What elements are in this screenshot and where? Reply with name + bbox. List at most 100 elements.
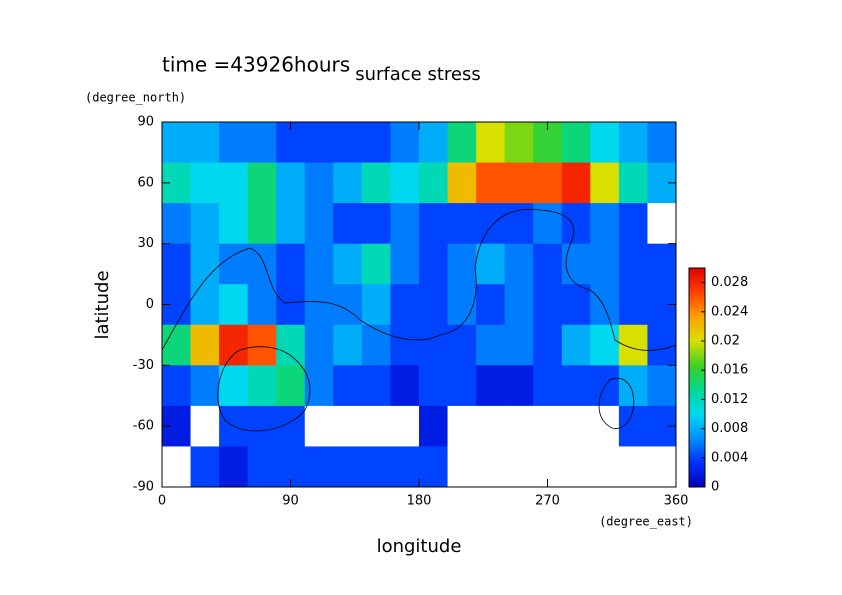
- field-cell: [276, 365, 306, 407]
- colorbar-slice: [689, 331, 705, 333]
- colorbar-slice: [689, 283, 705, 285]
- y-axis-label: latitude: [92, 270, 113, 339]
- field-cell: [247, 203, 277, 245]
- field-cell: [361, 203, 391, 245]
- field-cell: [333, 162, 363, 204]
- field-cell: [162, 203, 192, 245]
- colorbar-slice: [689, 272, 705, 274]
- colorbar-slice: [689, 429, 705, 431]
- field-cell: [304, 324, 334, 366]
- x-tick-label: 90: [282, 494, 299, 509]
- colorbar-slice: [689, 363, 705, 365]
- field-cell: [304, 203, 334, 245]
- colorbar-slice: [689, 467, 705, 469]
- colorbar-slice: [689, 367, 705, 369]
- field-cell: [419, 405, 449, 447]
- colorbar-slice: [689, 295, 705, 297]
- field-cell: [247, 243, 277, 285]
- field-cell: [276, 284, 306, 326]
- colorbar-slice: [689, 423, 705, 425]
- field-cell: [304, 405, 334, 447]
- field-cell: [361, 122, 391, 164]
- colorbar-slice: [689, 479, 705, 481]
- field-cell: [361, 324, 391, 366]
- coastline: [161, 208, 677, 351]
- field-cell: [561, 243, 591, 285]
- colorbar-slice: [689, 298, 705, 300]
- colorbar-slice: [689, 362, 705, 364]
- field-cell: [533, 284, 563, 326]
- colorbar-slice: [689, 470, 705, 472]
- field-cell: [447, 203, 477, 245]
- colorbar-slice: [689, 424, 705, 426]
- colorbar-slice: [689, 296, 705, 298]
- colorbar-slice: [689, 286, 705, 288]
- field-cell: [533, 162, 563, 204]
- colorbar-slice: [689, 352, 705, 354]
- colorbar-slice: [689, 412, 705, 414]
- colorbar-tick-label: 0.028: [711, 275, 748, 290]
- colorbar-slice: [689, 404, 705, 406]
- colorbar-slice: [689, 474, 705, 476]
- colorbar-slice: [689, 445, 705, 447]
- colorbar-slice: [689, 390, 705, 392]
- colorbar-slice: [689, 285, 705, 287]
- colorbar-slice: [689, 319, 705, 321]
- x-tick-label: 0: [158, 494, 166, 509]
- field-cell: [333, 203, 363, 245]
- field-cell: [219, 365, 249, 407]
- colorbar-slice: [689, 329, 705, 331]
- colorbar-slice: [689, 311, 705, 313]
- colorbar-slice: [689, 302, 705, 304]
- y-tick-label: -60: [133, 419, 154, 434]
- colorbar-slice: [689, 469, 705, 471]
- field-cell: [361, 243, 391, 285]
- colorbar-slice: [689, 426, 705, 428]
- colorbar-slice: [689, 373, 705, 375]
- x-tick-label: 360: [664, 494, 689, 509]
- field-cell: [447, 284, 477, 326]
- colorbar-tick-label: 0.02: [711, 334, 740, 349]
- field-cell: [447, 162, 477, 204]
- field-cell: [618, 446, 648, 488]
- colorbar-slice: [689, 330, 705, 332]
- field-cell: [419, 122, 449, 164]
- field-cell: [390, 122, 420, 164]
- colorbar-slice: [689, 454, 705, 456]
- field-cell: [304, 122, 334, 164]
- colorbar-slice: [689, 398, 705, 400]
- colorbar-slice: [689, 440, 705, 442]
- colorbar-slice: [689, 453, 705, 455]
- field-cell: [333, 324, 363, 366]
- colorbar-slice: [689, 269, 705, 271]
- colorbar-slice: [689, 381, 705, 383]
- colorbar-slice: [689, 354, 705, 356]
- colorbar-slice: [689, 325, 705, 327]
- colorbar-slice: [689, 402, 705, 404]
- field: [162, 122, 677, 488]
- colorbar-slice: [689, 439, 705, 441]
- colorbar-slice: [689, 421, 705, 423]
- colorbar-slice: [689, 484, 705, 486]
- colorbar-slice: [689, 414, 705, 416]
- field-cell: [190, 122, 220, 164]
- colorbar-slice: [689, 342, 705, 344]
- colorbar-slice: [689, 344, 705, 346]
- colorbar-slice: [689, 335, 705, 337]
- field-cell: [504, 122, 534, 164]
- colorbar-slice: [689, 293, 705, 295]
- colorbar-slice: [689, 471, 705, 473]
- y-tick-label: 90: [137, 115, 154, 130]
- field-cell: [162, 243, 192, 285]
- colorbar-slice: [689, 318, 705, 320]
- field-cell: [247, 284, 277, 326]
- field-cell: [333, 243, 363, 285]
- field-cell: [419, 203, 449, 245]
- field-cell: [476, 446, 506, 488]
- chart-title: surface stress: [355, 64, 481, 85]
- field-cell: [647, 122, 677, 164]
- colorbar-slice: [689, 356, 705, 358]
- field-cell: [533, 365, 563, 407]
- field-cell: [276, 324, 306, 366]
- field-cell: [561, 405, 591, 447]
